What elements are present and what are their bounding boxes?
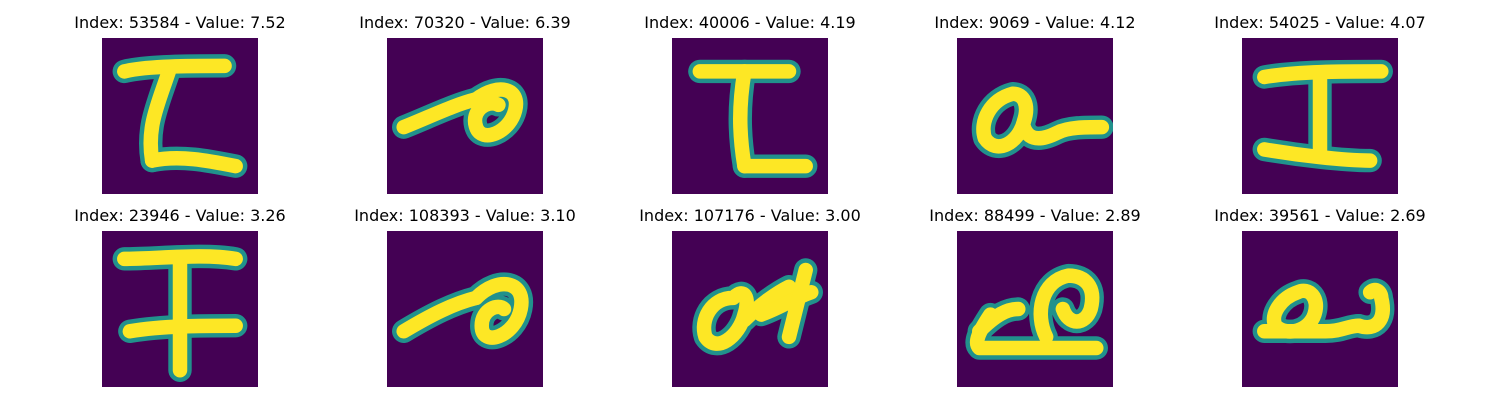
- panel-title: Index: 88499 - Value: 2.89: [929, 206, 1141, 225]
- handwritten-letter-image: [957, 231, 1113, 387]
- stroke-core: [144, 151, 243, 174]
- handwritten-letter-image: [102, 231, 258, 387]
- handwritten-letter-image: [387, 231, 543, 387]
- stroke-core: [781, 262, 813, 345]
- handwriting-stroke-group: [112, 244, 248, 382]
- handwriting-stroke-group: [392, 78, 528, 147]
- stroke-core: [1016, 119, 1110, 146]
- stroke-core: [1257, 318, 1367, 339]
- stroke-core: [1033, 268, 1100, 345]
- handwriting-stroke-group: [971, 82, 1113, 158]
- handwriting-stroke-group: [688, 59, 818, 178]
- panel-title: Index: 53584 - Value: 7.52: [74, 13, 286, 32]
- stroke-core: [468, 276, 529, 345]
- handwritten-letter-image: [1242, 231, 1398, 387]
- stroke-core: [1351, 282, 1390, 335]
- handwriting-stroke-group: [692, 258, 823, 356]
- handwriting-stroke-group: [112, 54, 248, 178]
- stroke-core: [117, 249, 243, 267]
- stroke-core: [467, 82, 524, 143]
- stroke-core: [1257, 142, 1378, 168]
- panel-title: Index: 39561 - Value: 2.69: [1214, 206, 1426, 225]
- stroke-core: [143, 64, 177, 168]
- handwritten-letter-image: [672, 38, 828, 194]
- handwriting-stroke-group: [1252, 278, 1395, 344]
- stroke-core: [733, 64, 752, 174]
- panel-title: Index: 40006 - Value: 4.19: [644, 13, 856, 32]
- handwritten-letter-image: [102, 38, 258, 194]
- handwritten-letter-image: [672, 231, 828, 387]
- panel-title: Index: 70320 - Value: 6.39: [359, 13, 571, 32]
- panel-title: Index: 54025 - Value: 4.07: [1214, 13, 1426, 32]
- panel-title: Index: 108393 - Value: 3.10: [354, 206, 576, 225]
- handwritten-letter-image: [1242, 38, 1398, 194]
- stroke-core: [122, 318, 243, 339]
- stroke-core: [976, 86, 1034, 154]
- panel-title: Index: 9069 - Value: 4.12: [934, 13, 1136, 32]
- handwritten-letter-image: [387, 38, 543, 194]
- handwriting-stroke-group: [965, 263, 1108, 360]
- handwriting-stroke-group: [392, 272, 534, 350]
- panel-title: Index: 23946 - Value: 3.26: [74, 206, 286, 225]
- handwriting-stroke-group: [1252, 59, 1393, 173]
- stroke-core: [737, 279, 797, 328]
- handwritten-letter-image: [957, 38, 1113, 194]
- panel-title: Index: 107176 - Value: 3.00: [639, 206, 861, 225]
- stroke-core: [972, 301, 1026, 339]
- stroke-core: [696, 286, 754, 351]
